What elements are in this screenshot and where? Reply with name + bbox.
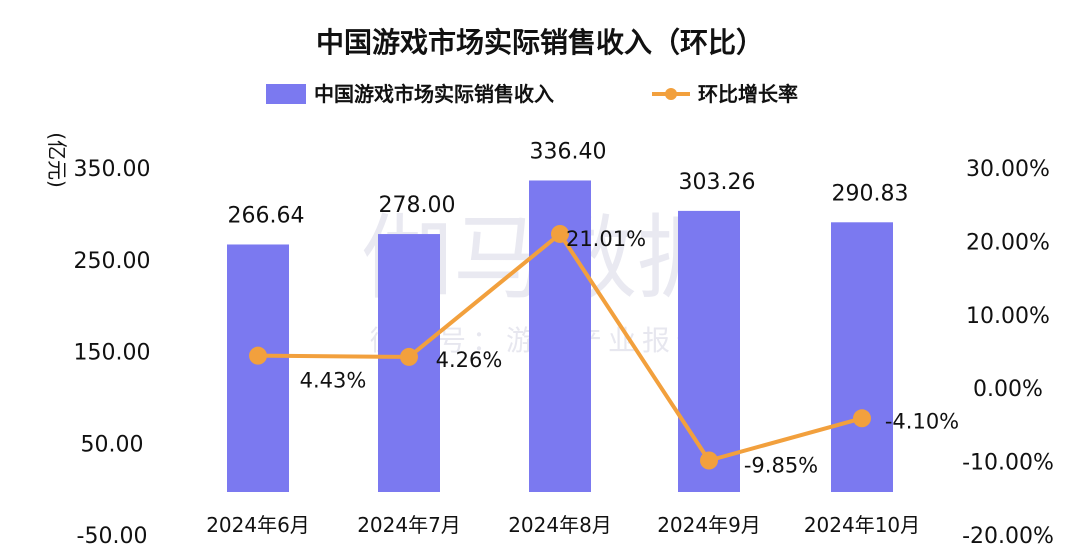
line-value-label: 4.43% <box>300 369 367 393</box>
bar-value-label: 303.26 <box>679 170 756 195</box>
y2-tick-label: -20.00% <box>962 524 1054 549</box>
y-tick-label: 50.00 <box>81 432 144 457</box>
bars <box>227 180 893 493</box>
line-labels: 4.43% 4.26% 21.01% -9.85% -4.10% <box>300 227 960 478</box>
line-value-label: -9.85% <box>744 453 818 477</box>
y2-tick-label: 10.00% <box>966 304 1050 329</box>
line-series <box>249 224 871 470</box>
line-value-label: 4.26% <box>436 348 503 372</box>
x-tick-label: 2024年8月 <box>508 513 612 537</box>
y-axis-ticks: 350.00 250.00 150.00 50.00 -50.00 <box>74 157 151 549</box>
legend-line-label: 环比增长率 <box>698 82 798 106</box>
bar-value-label: 278.00 <box>379 193 456 218</box>
bar-value-label: 336.40 <box>530 139 607 164</box>
y2-tick-label: 30.00% <box>966 157 1050 182</box>
x-tick-label: 2024年7月 <box>357 513 461 537</box>
bar-value-label: 266.64 <box>228 203 305 228</box>
legend: 中国游戏市场实际销售收入 环比增长率 <box>266 82 798 106</box>
y-tick-label: 250.00 <box>74 249 151 274</box>
line-value-label: -4.10% <box>885 409 959 433</box>
y-tick-label: 150.00 <box>74 341 151 366</box>
x-tick-label: 2024年9月 <box>657 513 761 537</box>
line-point <box>551 224 569 243</box>
chart-title: 中国游戏市场实际销售收入（环比） <box>316 26 764 59</box>
line-point <box>249 346 267 365</box>
y2-tick-label: 0.00% <box>973 377 1043 402</box>
legend-line-marker <box>665 88 677 100</box>
line-value-label: 21.01% <box>566 227 646 251</box>
y-tick-label: -50.00 <box>77 524 148 549</box>
bar <box>227 244 289 492</box>
x-tick-label: 2024年10月 <box>804 513 920 537</box>
bar <box>831 222 893 493</box>
bar-value-label: 290.83 <box>832 181 909 206</box>
y2-axis-ticks: 30.00% 20.00% 10.00% 0.00% -10.00% -20.00% <box>962 157 1054 549</box>
line-point <box>853 409 871 428</box>
bar <box>678 210 740 492</box>
line-point <box>400 347 418 366</box>
x-axis-ticks: 2024年6月 2024年7月 2024年8月 2024年9月 2024年10月 <box>206 513 920 537</box>
legend-bar-swatch <box>266 84 306 104</box>
y-tick-label: 350.00 <box>74 157 151 182</box>
line-point <box>700 451 718 470</box>
bar-labels: 266.64 278.00 336.40 303.26 290.83 <box>228 139 909 228</box>
y2-tick-label: 20.00% <box>966 230 1050 255</box>
y2-tick-label: -10.00% <box>962 451 1054 476</box>
legend-bar-label: 中国游戏市场实际销售收入 <box>314 82 554 106</box>
y-axis-unit: (亿元) <box>45 132 69 188</box>
x-tick-label: 2024年6月 <box>206 513 310 537</box>
